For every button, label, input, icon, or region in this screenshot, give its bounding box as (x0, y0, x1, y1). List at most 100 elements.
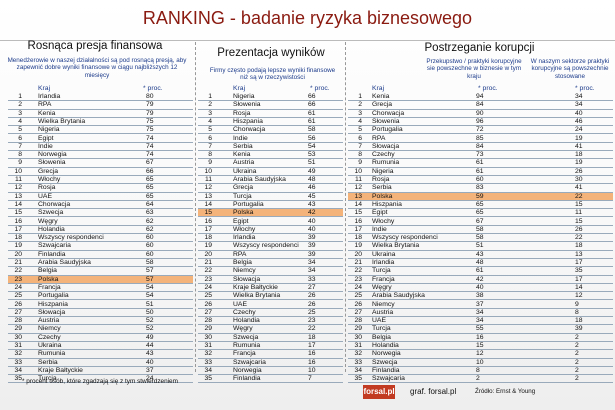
percent-cell: 12 (476, 350, 484, 358)
table-row: 4 Słowenia 96 46 (348, 118, 613, 127)
percent-cell: 39 (308, 234, 316, 242)
table-row: 34 Norwegia 10 (198, 367, 343, 376)
rank-cell: 19 (354, 242, 362, 250)
country-cell: Portugalia (372, 126, 403, 134)
rank-cell: 22 (14, 267, 22, 275)
rank-cell: 14 (204, 200, 212, 208)
table-row: 15 Szwecja 63 (8, 209, 193, 218)
rank-cell: 18 (354, 234, 362, 242)
table-row: 35 Turcja 24 (8, 375, 193, 384)
country-cell: Kraje Bałtyckie (233, 283, 278, 291)
rank-cell: 7 (18, 142, 22, 150)
table-row: 2 Grecja 84 34 (348, 101, 613, 110)
percent-cell: 8 (476, 366, 480, 374)
percent-cell: 54 (308, 142, 316, 150)
table-row: 20 Finlandia 60 (8, 251, 193, 259)
country-cell: Norwegia (38, 151, 67, 159)
percent-cell-2: 2 (575, 350, 579, 358)
percent-cell: 60 (146, 234, 154, 242)
rank-cell: 21 (14, 259, 22, 266)
table-row: 27 Czechy 25 (198, 309, 343, 318)
table-row: 33 Serbia 40 (8, 359, 193, 367)
percent-cell: 38 (476, 292, 484, 300)
rank-cell: 20 (204, 250, 212, 258)
country-cell: Szwajcaria (233, 358, 266, 366)
rank-cell: 25 (354, 292, 362, 300)
percent-cell: 16 (308, 358, 316, 366)
percent-cell-2: 19 (575, 134, 583, 142)
table-row-highlighted: 23 Polska 57 (8, 275, 193, 284)
table-row: 12 Serbia 83 41 (348, 184, 613, 193)
table-row: 16 Węgry 62 (8, 218, 193, 226)
country-cell: Turcja (233, 192, 252, 200)
country-cell: RPA (372, 134, 386, 142)
rank-cell: 24 (204, 283, 212, 291)
percent-cell: 51 (476, 242, 484, 250)
rank-cell: 27 (354, 308, 362, 316)
rank-cell: 7 (358, 142, 362, 150)
table-row: 33 Szwajcaria 16 (198, 359, 343, 367)
country-cell: Wielka Brytania (372, 242, 420, 250)
table-row: 8 Kenia 53 (198, 151, 343, 160)
percent-cell: 65 (146, 184, 154, 192)
percent-cell: 75 (146, 117, 154, 125)
table-row: 22 Niemcy 34 (198, 267, 343, 276)
table-row: 20 RPA 39 (198, 251, 343, 259)
country-cell: Kenia (233, 151, 251, 159)
rank-cell: 11 (204, 176, 212, 183)
rank-cell: 13 (354, 192, 362, 200)
country-cell: Grecja (372, 101, 393, 109)
table-row: 1 Kenia 94 34 (348, 93, 613, 102)
country-cell: Norwegia (372, 350, 401, 358)
percent-cell-2: 17 (575, 275, 583, 283)
panel-subtitle-2: W naszym sektorze praktyki korupcyjne są… (530, 58, 610, 80)
table-row: 21 Arabia Saudyjska 58 (8, 259, 193, 268)
rank-cell: 26 (204, 300, 212, 308)
percent-cell: 62 (146, 225, 154, 233)
percent-cell: 34 (476, 317, 484, 325)
rank-cell: 28 (354, 317, 362, 325)
percent-cell: 84 (476, 142, 484, 150)
percent-cell: 65 (476, 200, 484, 208)
percent-cell: 43 (146, 350, 154, 358)
table-row: 16 Egipt 40 (198, 218, 343, 226)
rank-cell: 25 (14, 292, 22, 300)
rank-cell: 22 (204, 267, 212, 275)
percent-cell: 52 (146, 317, 154, 325)
table-row: 26 UAE 26 (198, 301, 343, 309)
rank-cell: 21 (204, 259, 212, 266)
table-row: 6 RPA 85 19 (348, 135, 613, 143)
table-row: 22 Belgia 57 (8, 267, 193, 276)
percent-cell-2: 24 (575, 126, 583, 134)
country-cell: Polska (38, 275, 59, 283)
panel-title: Postrzeganie korupcji (424, 42, 535, 54)
country-cell: Portugalia (233, 200, 264, 208)
table-row: 9 Austria 51 (198, 159, 343, 168)
rank-cell: 6 (208, 134, 212, 142)
table-row: 4 Wielka Brytania 75 (8, 117, 193, 127)
rank-cell: 25 (204, 292, 212, 300)
table-row: 14 Portugalia 43 (198, 200, 343, 210)
percent-cell-2: 18 (575, 242, 583, 250)
percent-cell: 66 (308, 101, 316, 109)
table-row: 10 Ukraina 49 (198, 168, 343, 176)
country-cell: Indie (233, 134, 248, 142)
rank-cell: 4 (18, 117, 22, 125)
rank-cell: 21 (354, 259, 362, 266)
percent-cell: 54 (146, 292, 154, 300)
rank-cell: 8 (208, 151, 212, 159)
country-cell: Słowacja (372, 142, 400, 150)
country-cell: Czechy (38, 333, 61, 341)
percent-cell: 51 (146, 300, 154, 308)
table-row: 29 Turcja 55 39 (348, 325, 613, 334)
country-cell: Szwecja (372, 358, 398, 366)
country-cell: Kenia (38, 109, 56, 117)
rank-cell: 8 (18, 151, 22, 159)
table-row: 18 Irlandia 39 (198, 234, 343, 243)
percent-cell-2: 22 (575, 234, 583, 242)
table-row: 6 Egipt 74 (8, 135, 193, 143)
table-row: 2 RPA 79 (8, 101, 193, 110)
rank-cell: 26 (14, 300, 22, 308)
percent-cell: 74 (146, 134, 154, 142)
percent-cell-2: 2 (575, 358, 579, 366)
